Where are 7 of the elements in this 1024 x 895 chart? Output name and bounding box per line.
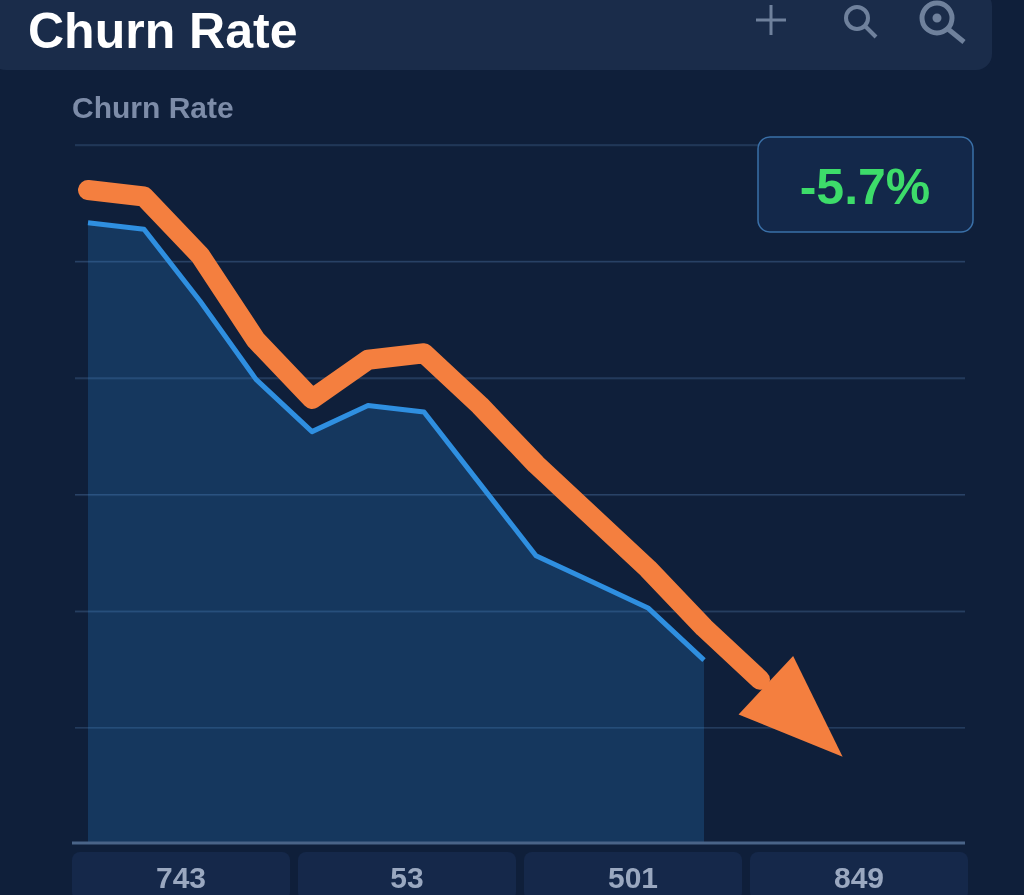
chart-subtitle: Churn Rate	[72, 91, 234, 124]
chart-title: Churn Rate	[28, 3, 298, 59]
text: 501	[607, 861, 659, 894]
text: -5.7%	[799, 159, 931, 215]
text: 849	[833, 861, 885, 894]
text: 743	[155, 861, 207, 894]
text: 53	[390, 861, 424, 894]
